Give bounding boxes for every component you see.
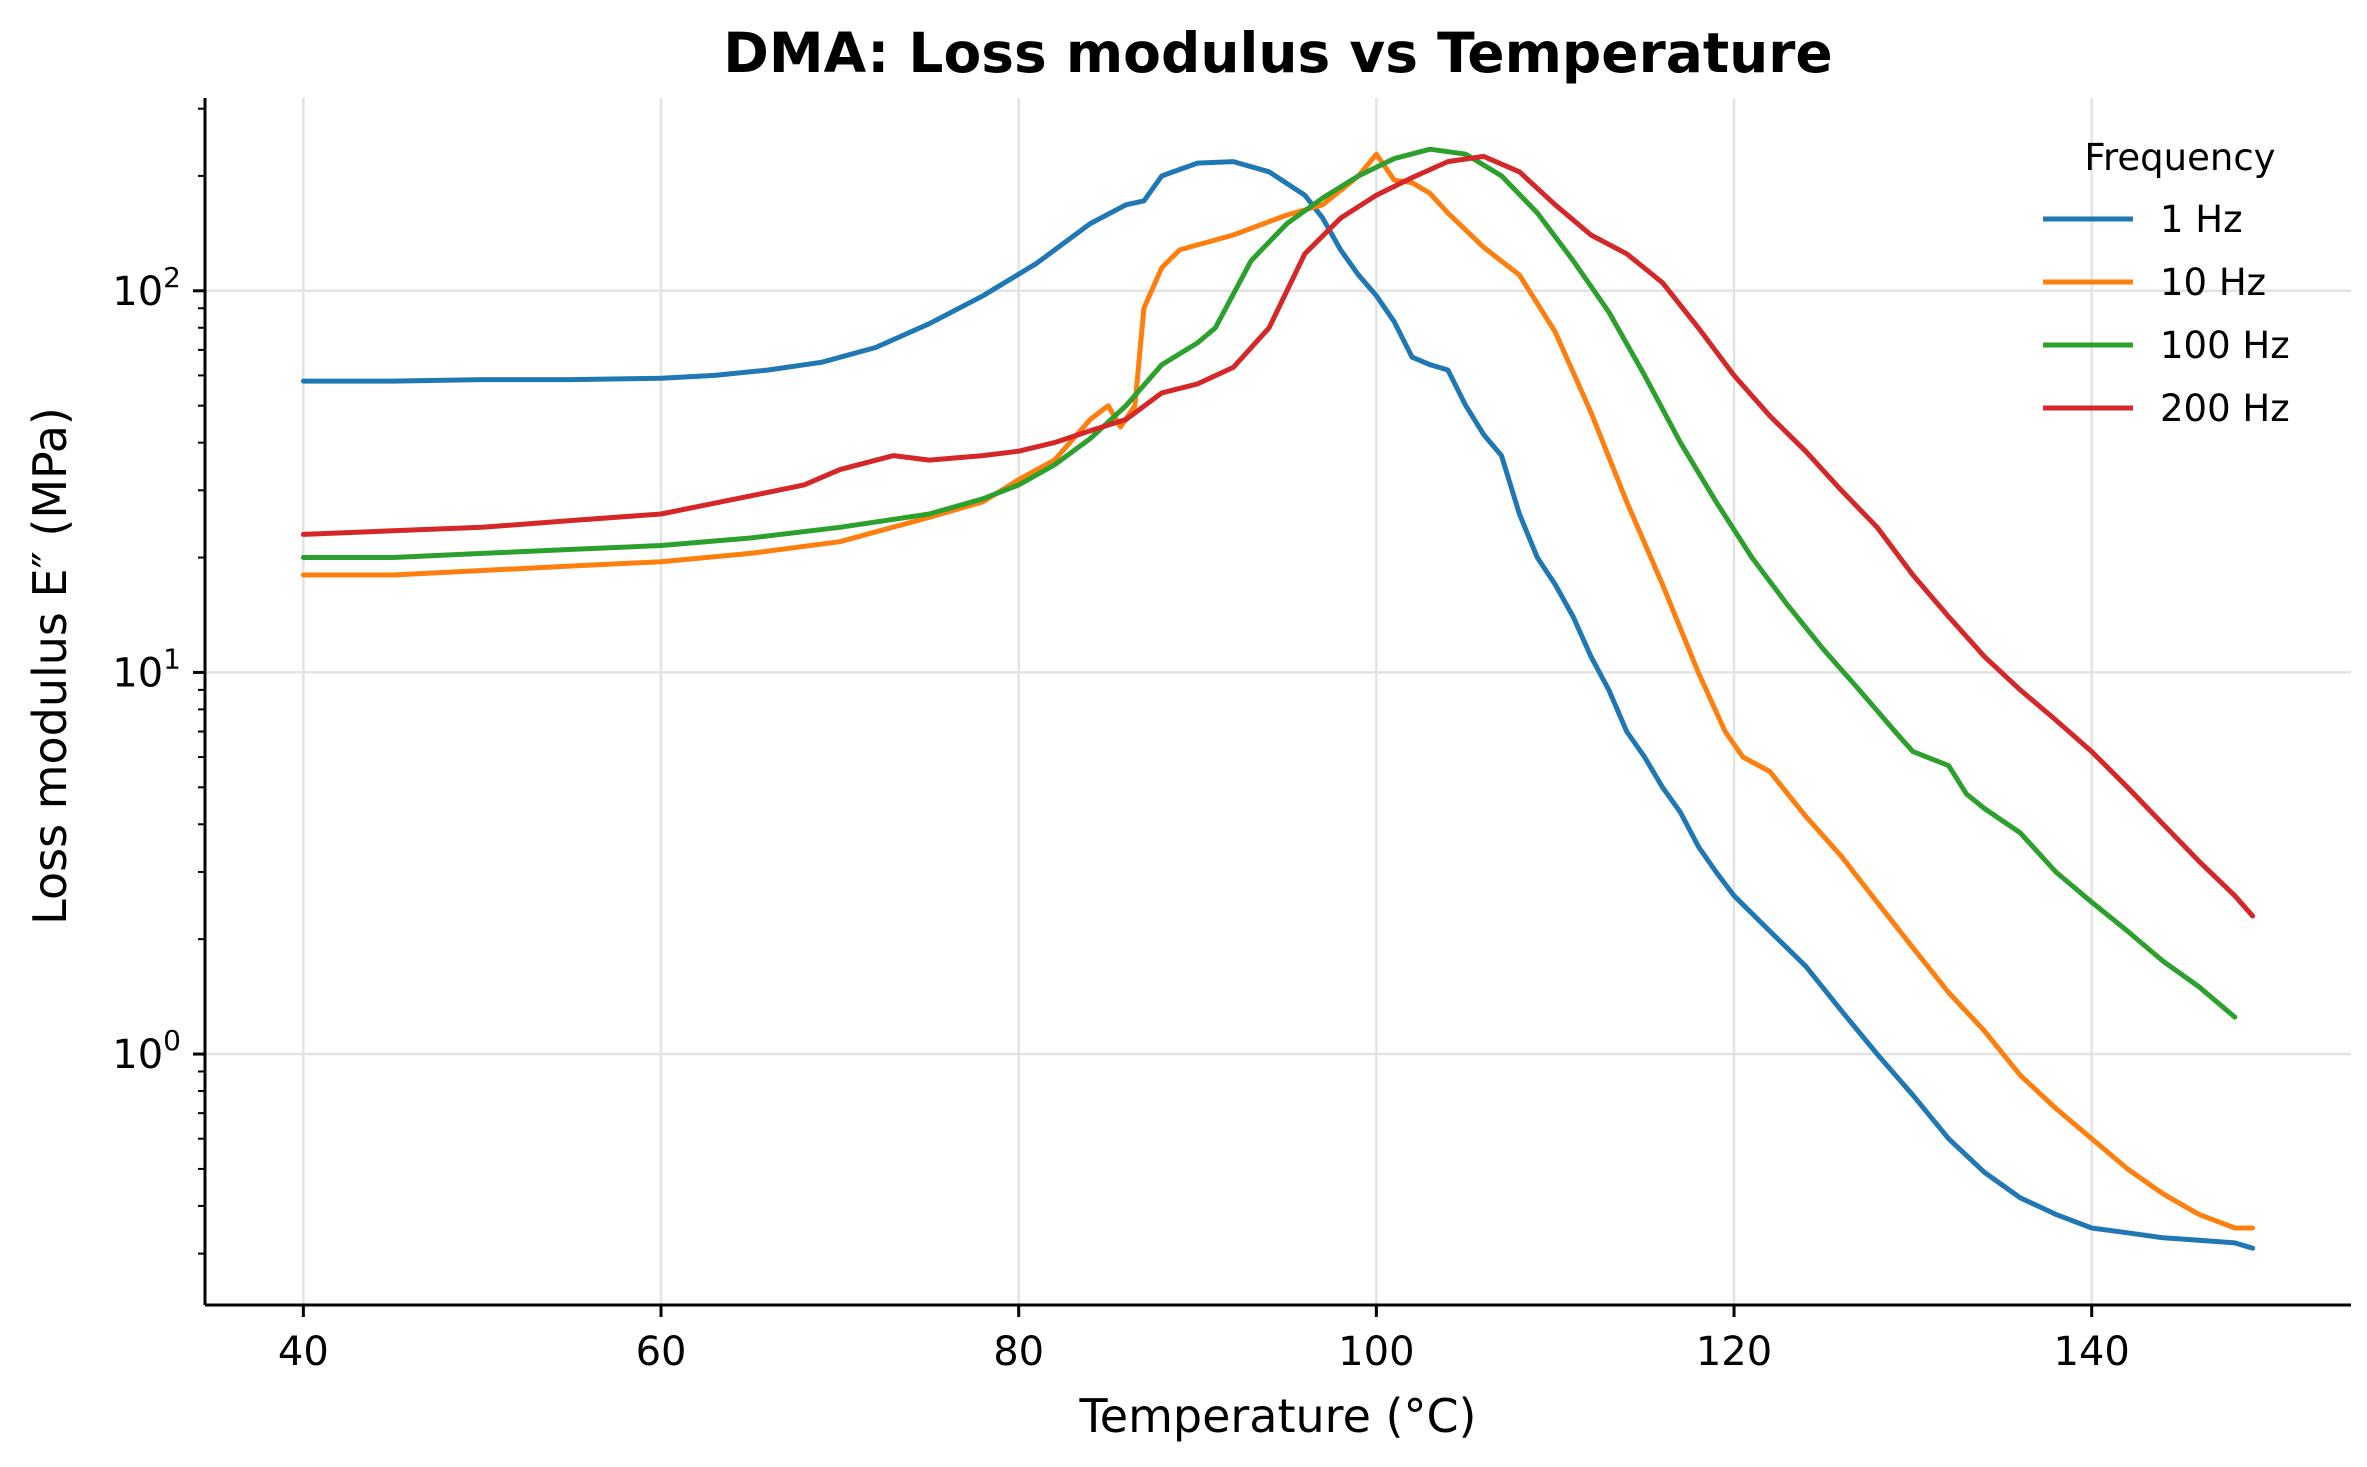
- y-tick-exponent: 2: [163, 261, 181, 294]
- legend-label-200-hz: 200 Hz: [2160, 387, 2290, 430]
- x-tick-label: 40: [278, 1329, 329, 1375]
- series-layer: [300, 146, 2256, 1251]
- x-axis-label: Temperature (°C): [1078, 1389, 1476, 1443]
- y-tick-base: 10: [112, 650, 163, 696]
- y-tick-label: 102: [112, 261, 181, 315]
- legend-label-100-hz: 100 Hz: [2160, 324, 2290, 367]
- y-axis-label: Loss modulus E″ (MPa): [23, 407, 77, 925]
- legend-entries: 1 Hz 10 Hz 100 Hz 200 Hz: [2043, 198, 2290, 430]
- legend-label-10-hz: 10 Hz: [2160, 261, 2266, 304]
- series-line-200-hz: [300, 153, 2256, 919]
- legend: Frequency 1 Hz 10 Hz 100 Hz 200 Hz: [2043, 136, 2290, 430]
- y-tick-label: 100: [112, 1024, 181, 1078]
- series-line-100-hz: [300, 146, 2238, 1020]
- y-tick-label: 101: [112, 642, 181, 696]
- x-tick-label: 140: [2054, 1329, 2130, 1375]
- legend-label-1-hz: 1 Hz: [2160, 198, 2243, 241]
- y-tick-base: 10: [112, 1032, 163, 1078]
- x-tick-label: 120: [1696, 1329, 1772, 1375]
- axes: [203, 98, 2351, 1307]
- x-tick-label: 100: [1338, 1329, 1414, 1375]
- chart-title: DMA: Loss modulus vs Temperature: [723, 21, 1832, 85]
- x-tick-label: 80: [993, 1329, 1044, 1375]
- series-line-1-hz: [300, 159, 2256, 1251]
- y-tick-base: 10: [112, 269, 163, 315]
- y-tick-exponent: 0: [163, 1024, 181, 1057]
- x-tick-label: 60: [636, 1329, 687, 1375]
- x-ticks: 40 60 80 100 120 140: [278, 1305, 2130, 1375]
- legend-title: Frequency: [2084, 136, 2275, 179]
- series-line-10-hz: [300, 151, 2256, 1231]
- y-tick-exponent: 1: [163, 642, 181, 675]
- grid: [205, 98, 2351, 1305]
